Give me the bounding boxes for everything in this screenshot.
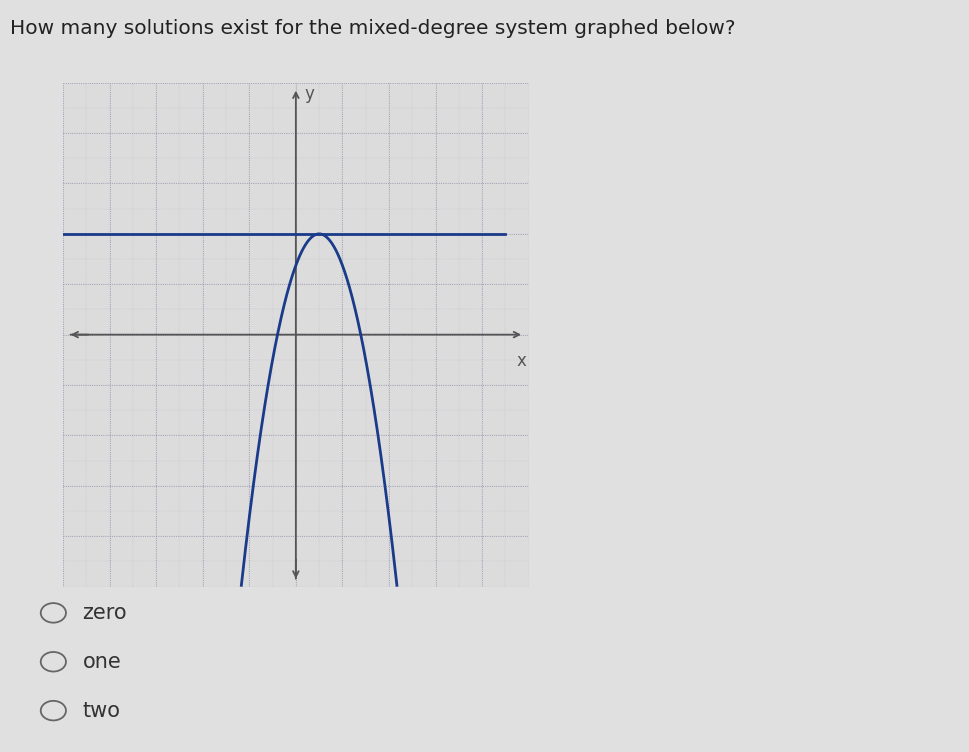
Text: x: x xyxy=(516,352,526,370)
Text: How many solutions exist for the mixed-degree system graphed below?: How many solutions exist for the mixed-d… xyxy=(10,19,735,38)
Text: y: y xyxy=(304,85,314,103)
Text: one: one xyxy=(82,652,121,672)
Text: zero: zero xyxy=(82,603,127,623)
Text: two: two xyxy=(82,701,120,720)
